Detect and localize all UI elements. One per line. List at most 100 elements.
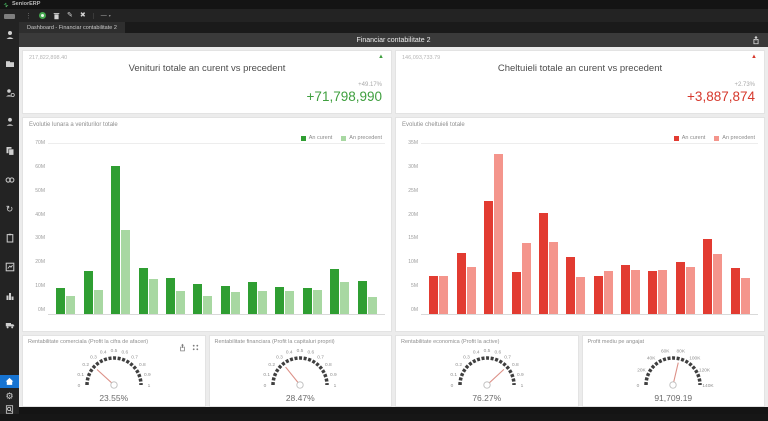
svg-text:120K: 120K — [699, 368, 711, 374]
y-axis-labels: 35M 30M 25M 20M 15M 10M 5M 0M — [408, 140, 418, 313]
share-icon[interactable] — [178, 339, 187, 357]
bar-an-curent — [511, 272, 521, 314]
bar-an-curent — [593, 276, 603, 314]
bar-an-precedent — [203, 296, 213, 314]
bar-an-curent — [220, 286, 230, 314]
gauge-card-profit-mediu: Profit mediu pe angajat 0 20K 40K 60K 80K 100… — [581, 335, 765, 407]
bar-an-precedent — [367, 297, 377, 314]
legend-swatch — [341, 135, 347, 141]
legend-swatch — [673, 135, 679, 141]
bar-an-curent — [566, 257, 576, 314]
tab-dashboard-financiar[interactable]: Dashboard - Financiar contabilitate 2 — [19, 22, 125, 33]
bar-plot-area — [48, 143, 385, 315]
export-share-icon[interactable] — [751, 35, 761, 47]
svg-text:0.1: 0.1 — [77, 372, 84, 378]
svg-text:0.3: 0.3 — [90, 354, 97, 360]
trend-up-icon: ▲ — [378, 54, 384, 60]
seniorerp-logo-icon — [3, 2, 9, 7]
report-chart-icon[interactable] — [5, 262, 15, 272]
search-document-icon[interactable] — [5, 404, 15, 414]
gauge-dial: 0 0.1 0.2 0.3 0.4 0.5 0.6 0.7 0.8 0.9 1 — [39, 345, 189, 398]
bar-an-precedent — [230, 292, 240, 314]
user-settings-icon[interactable] — [5, 88, 15, 98]
settings-gear-icon[interactable]: ⚙ — [5, 390, 14, 401]
contacts-icon[interactable] — [5, 30, 15, 40]
gauge-title: Rentabilitate comerciala (Profit la cifr… — [28, 339, 149, 345]
documents-icon[interactable] — [5, 146, 15, 156]
svg-text:0.6: 0.6 — [121, 350, 128, 356]
expand-icon[interactable] — [191, 339, 200, 357]
gauge-value: 28.47% — [285, 393, 315, 403]
bar-an-precedent — [494, 154, 504, 314]
clipboard-icon[interactable] — [5, 233, 15, 243]
edit-button[interactable]: ✎ — [67, 12, 73, 19]
bar-an-curent — [165, 278, 175, 314]
toolbar-dropdown[interactable]: — ▾ — [92, 12, 111, 19]
app-title: SeniorERP — [12, 0, 41, 7]
svg-text:0: 0 — [450, 383, 453, 389]
home-button[interactable] — [0, 375, 19, 388]
gauge-dial: 0 0.1 0.2 0.3 0.4 0.5 0.6 0.7 0.8 0.9 1 — [412, 345, 562, 398]
bar-an-curent — [302, 288, 312, 314]
kpi-delta-percent: +49.17% — [358, 82, 382, 88]
chart-title: Evolutie lunara a veniturilor totale — [29, 122, 118, 128]
svg-text:0.8: 0.8 — [512, 362, 519, 368]
delete-button[interactable] — [53, 12, 60, 20]
home-icon — [5, 377, 14, 385]
gauge-card-rentabilitate-economica: Rentabilitate economica (Profit la activ… — [395, 335, 579, 407]
svg-text:0.6: 0.6 — [494, 350, 501, 356]
svg-text:0.9: 0.9 — [517, 372, 524, 378]
bar-an-curent — [138, 268, 148, 314]
svg-text:60K: 60K — [661, 349, 670, 355]
legend-swatch — [300, 135, 306, 141]
bar-group — [429, 276, 449, 314]
svg-text:0.4: 0.4 — [286, 350, 293, 356]
bar-group — [83, 271, 103, 314]
legend-item-an-precedent[interactable]: An precedent — [714, 135, 755, 141]
chevron-down-icon: ▾ — [108, 13, 111, 18]
folder-icon[interactable] — [5, 59, 15, 69]
y-axis-labels: 70M 60M 50M 40M 30M 20M 10M 0M — [35, 140, 45, 313]
bar-an-precedent — [66, 296, 76, 314]
svg-text:0.9: 0.9 — [144, 372, 151, 378]
chart-card-venituri: Evolutie lunara a veniturilor totale An … — [22, 117, 392, 332]
chart-title: Evolutie cheltuieli totale — [402, 122, 465, 128]
trend-up-icon: ▲ — [751, 54, 757, 60]
svg-text:0.5: 0.5 — [297, 348, 304, 354]
legend-item-an-curent[interactable]: An curent — [300, 135, 332, 141]
bar-an-precedent — [148, 279, 158, 314]
svg-text:0.8: 0.8 — [139, 362, 146, 368]
svg-text:0.5: 0.5 — [483, 348, 490, 354]
svg-text:0.2: 0.2 — [455, 362, 462, 368]
link-icon[interactable] — [5, 175, 15, 185]
gauge-card-rentabilitate-comerciala: Rentabilitate comerciala (Profit la cifr… — [22, 335, 206, 407]
svg-text:0.8: 0.8 — [325, 362, 332, 368]
gauge-title: Rentabilitate economica (Profit la activ… — [401, 339, 500, 345]
svg-text:140K: 140K — [703, 383, 715, 389]
bar-chart-icon[interactable] — [5, 291, 15, 301]
gauge-card-rentabilitate-financiara: Rentabilitate financiara (Profit la capi… — [208, 335, 392, 407]
svg-text:1: 1 — [520, 383, 523, 389]
svg-text:1: 1 — [334, 383, 337, 389]
bar-an-precedent — [466, 267, 476, 314]
refresh-button[interactable] — [39, 12, 46, 19]
window-bottom-bar — [19, 407, 768, 414]
user-icon[interactable] — [5, 117, 15, 127]
svg-text:0.5: 0.5 — [110, 348, 117, 354]
dashboard-canvas: 217,822,898.40 ▲ Venituri totale an cure… — [19, 47, 768, 407]
bar-group — [566, 257, 586, 314]
svg-text:0.2: 0.2 — [269, 362, 276, 368]
svg-text:0.3: 0.3 — [276, 354, 283, 360]
legend-item-an-curent[interactable]: An curent — [673, 135, 705, 141]
bar-group — [703, 239, 723, 314]
sidebar: ↻ ⚙ — [0, 9, 19, 414]
gauge-dial: 0 0.1 0.2 0.3 0.4 0.5 0.6 0.7 0.8 0.9 1 — [225, 345, 375, 398]
legend-item-an-precedent[interactable]: An precedent — [341, 135, 382, 141]
close-button[interactable]: ✖ — [79, 12, 86, 19]
bar-an-precedent — [658, 270, 668, 314]
truck-icon[interactable] — [5, 320, 15, 330]
sync-icon[interactable]: ↻ — [5, 203, 14, 214]
menu-toggle-button[interactable] — [4, 14, 15, 19]
kpi-title: Cheltuieli totale an curent vs precedent — [497, 63, 663, 74]
